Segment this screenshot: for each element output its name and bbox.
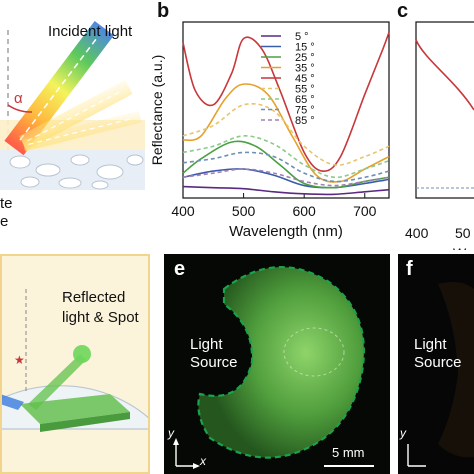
panel-c-tick-500: 50	[455, 225, 471, 241]
panel-c-label: c	[397, 0, 409, 22]
legend-label-15: 15 °	[295, 42, 315, 54]
panel-a: α Incident light te e	[0, 0, 175, 250]
reflected-beam-1	[19, 79, 133, 151]
light-source-label-f: Light Source	[414, 336, 462, 372]
panel-f-photo	[407, 282, 474, 467]
incident-beam-d	[2, 394, 24, 410]
scale-label: 5 mm	[332, 445, 365, 460]
series-line-85	[182, 168, 390, 187]
series-line-65	[182, 135, 390, 179]
panel-b-label: b	[157, 0, 170, 22]
light-source-f-line-2: Source	[414, 354, 462, 371]
panel-f-label: f	[406, 258, 413, 280]
series-line-15	[182, 168, 390, 189]
panel-c-chart: 400 50 Wa	[405, 21, 474, 261]
panel-e-label: e	[174, 258, 186, 280]
light-source-line-1: Light	[190, 336, 223, 353]
dim-crescent	[438, 282, 474, 458]
pores	[9, 154, 144, 190]
panel-d-schematic: ★ Reflected light & Spot	[2, 289, 148, 432]
legend-label-25: 25 °	[295, 52, 315, 64]
panel-f: f Light Source y	[398, 254, 474, 474]
legend-label-75: 75 °	[295, 105, 315, 117]
sample-slab-edge	[40, 412, 130, 432]
legend-label-35: 35 °	[295, 63, 315, 75]
panel-c: c 400 50 Wa	[395, 0, 474, 261]
sample-slab	[20, 394, 130, 424]
plot-frame	[182, 21, 390, 199]
light-source-f-line-1: Light	[414, 336, 447, 353]
legend-label-55: 55 °	[295, 84, 315, 96]
crescent-glow	[197, 265, 365, 459]
light-source-label: Light Source	[190, 336, 238, 372]
spot-outline	[283, 327, 345, 377]
substrate-label-2: e	[0, 213, 8, 230]
legend-label-45: 45 °	[295, 73, 315, 85]
incident-light-label: Incident light	[48, 23, 133, 40]
panel-c-axes	[415, 21, 474, 199]
y-axis-label: Reflectance (a.u.)	[150, 55, 165, 166]
panel-c-tick-400: 400	[405, 225, 429, 241]
reflected-label-1: Reflected	[62, 289, 125, 306]
axis-x-label: x	[200, 454, 206, 468]
axis-y-head	[173, 438, 179, 445]
x-tick-label: 600	[292, 203, 316, 219]
substrate-label-1: te	[0, 195, 13, 212]
legend-label-65: 65 °	[295, 94, 315, 106]
x-tick-label: 500	[232, 203, 256, 219]
axis-y-label: y	[168, 426, 174, 440]
series-line-25	[182, 140, 390, 189]
panel-c-xlabel: Wa	[453, 245, 474, 250]
spot	[73, 345, 91, 363]
star-icon: ★	[14, 353, 25, 367]
x-tick-label: 400	[171, 203, 195, 219]
panel-b: b 400 500 600 700 Wavelength (nm) Reflectance…	[149, 0, 395, 250]
series-line-75	[182, 151, 390, 183]
axis-x-head	[193, 463, 200, 469]
incident-beam	[4, 20, 114, 156]
x-tick-label: 700	[353, 203, 377, 219]
reflected-label-2: light & Spot	[62, 309, 140, 326]
legend-label-85: 85 °	[295, 115, 315, 127]
series-line-5	[182, 185, 390, 196]
angle-arc	[7, 104, 33, 113]
series-line-55	[182, 103, 390, 166]
reflectance-chart: 400 500 600 700 Wavelength (nm) Reflectance (…	[149, 21, 390, 240]
light-source-line-2: Source	[190, 354, 238, 371]
panel-d: ★ Reflected light & Spot	[0, 254, 150, 474]
x-axis-label: Wavelength (nm)	[229, 223, 343, 240]
panel-c-curve	[415, 39, 474, 111]
angle-label: α	[14, 90, 23, 107]
panel-e-photo	[173, 265, 374, 469]
series-line-45	[182, 32, 390, 172]
reflected-beam-2	[22, 110, 142, 152]
legend-label-5: 5 °	[295, 31, 309, 43]
axis-y-label-f: y	[400, 426, 406, 440]
series-line-35	[182, 83, 390, 183]
panel-e: e Light Source 5 mm y x	[164, 254, 390, 474]
panel-a-schematic: α Incident light te e	[0, 20, 145, 230]
reflected-green-beam	[28, 354, 86, 410]
